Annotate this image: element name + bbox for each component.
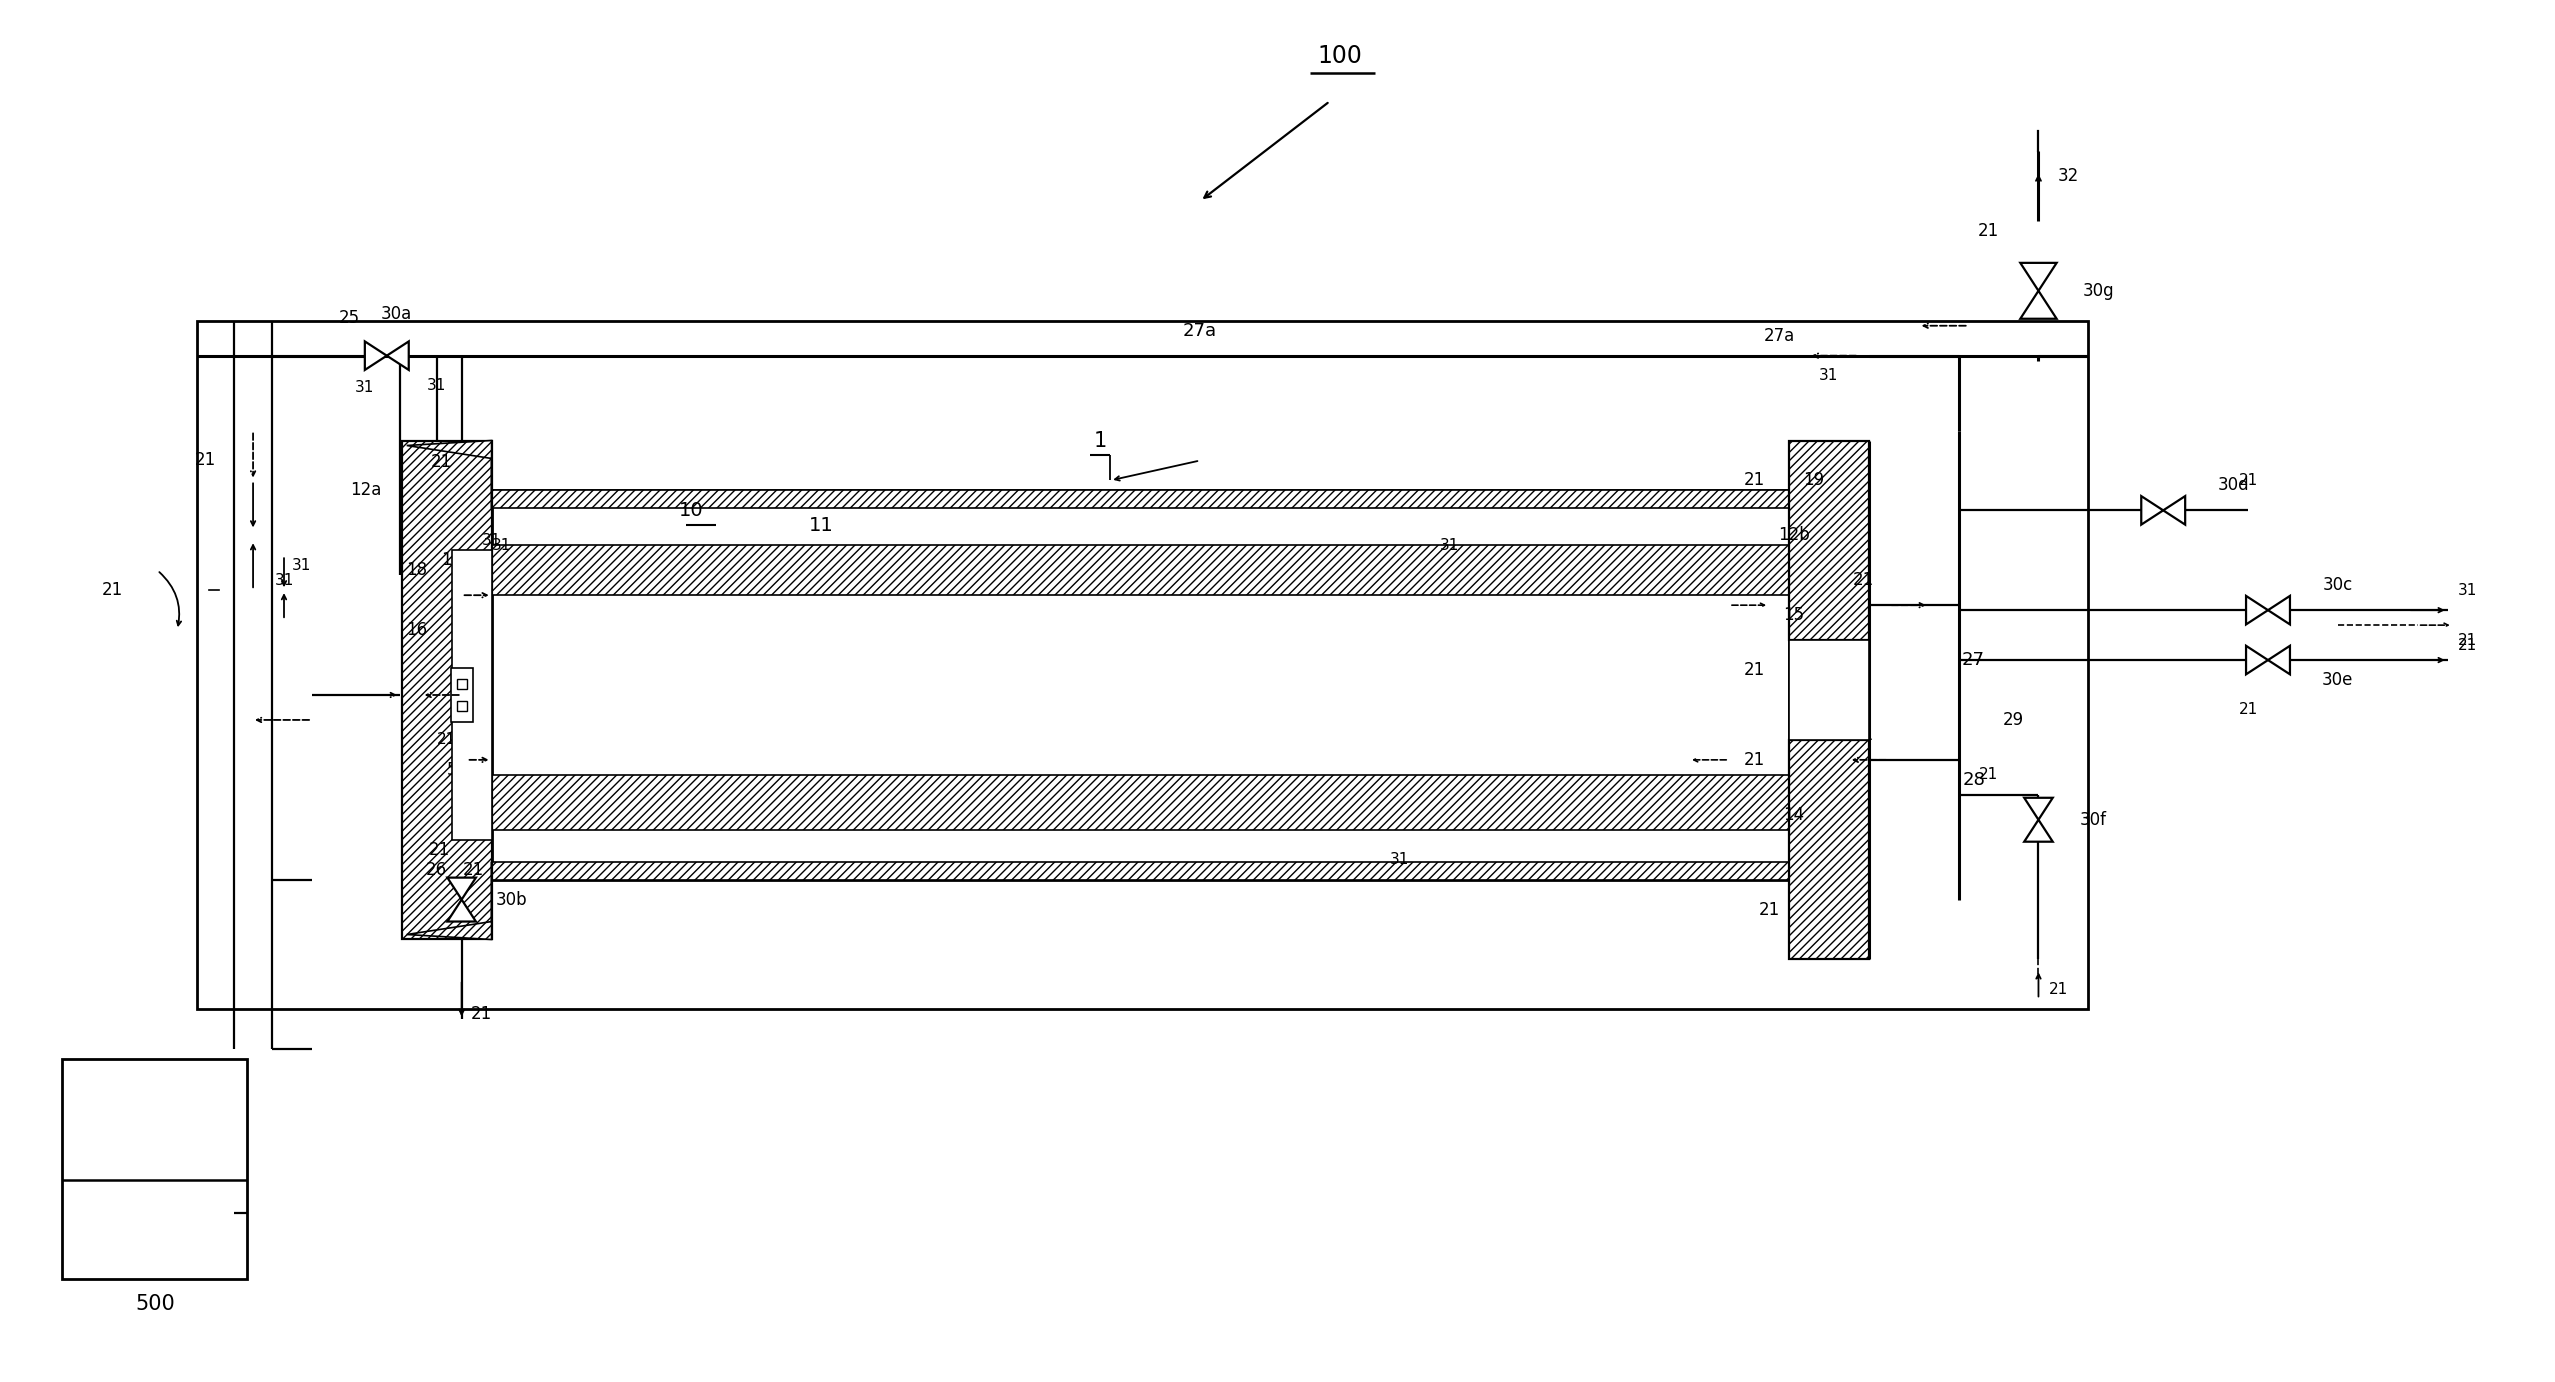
Text: 5: 5: [447, 761, 457, 779]
Text: 21: 21: [1743, 661, 1766, 679]
Text: 32: 32: [2057, 167, 2080, 185]
Polygon shape: [2021, 290, 2057, 319]
Text: 31: 31: [493, 538, 511, 553]
Text: 12b: 12b: [1778, 527, 1809, 545]
Text: 30f: 30f: [2080, 811, 2108, 829]
Text: 27: 27: [1962, 651, 1985, 669]
Text: 18: 18: [406, 561, 427, 579]
Bar: [491, 775, 1788, 829]
Text: 13: 13: [465, 706, 488, 724]
Polygon shape: [2164, 496, 2185, 525]
Text: 14: 14: [1783, 806, 1804, 824]
Text: 21: 21: [1852, 726, 1875, 744]
Text: 21: 21: [1978, 223, 1998, 240]
Text: 21: 21: [1743, 750, 1766, 768]
Text: 31: 31: [1819, 368, 1840, 383]
Text: 29: 29: [2003, 710, 2024, 728]
Text: 31: 31: [1390, 853, 1410, 867]
Text: 21: 21: [2458, 633, 2478, 648]
Text: 30c: 30c: [2322, 576, 2353, 594]
Polygon shape: [2269, 596, 2289, 625]
Bar: [491, 491, 1788, 879]
Polygon shape: [2024, 820, 2052, 842]
Text: 21: 21: [2238, 702, 2259, 717]
Bar: [1788, 640, 1868, 739]
Polygon shape: [2141, 496, 2164, 525]
Text: 30a: 30a: [381, 305, 411, 323]
Text: 31: 31: [483, 533, 501, 547]
Text: 100: 100: [1318, 44, 1362, 68]
Text: 21: 21: [194, 452, 217, 470]
Text: 21: 21: [437, 732, 457, 748]
Text: 21: 21: [432, 453, 452, 471]
Text: 31: 31: [273, 572, 294, 587]
Polygon shape: [447, 900, 475, 922]
Text: 31: 31: [2458, 583, 2478, 597]
Polygon shape: [2021, 263, 2057, 290]
Bar: [491, 546, 1788, 596]
Polygon shape: [2246, 596, 2269, 625]
Text: 17: 17: [442, 551, 462, 569]
Bar: [457, 701, 468, 710]
Text: 30b: 30b: [496, 890, 526, 908]
Text: 21: 21: [1852, 571, 1875, 589]
Polygon shape: [2024, 797, 2052, 820]
Text: 21: 21: [1743, 471, 1766, 489]
Text: 31: 31: [355, 380, 376, 395]
Text: 15: 15: [1783, 607, 1804, 625]
Text: 21: 21: [470, 1005, 493, 1023]
Text: 25: 25: [337, 308, 360, 326]
Text: 31: 31: [1441, 538, 1459, 553]
Text: 21: 21: [102, 582, 123, 600]
Text: 16: 16: [406, 621, 427, 638]
Bar: [450, 668, 473, 723]
Bar: [401, 441, 491, 940]
Text: 10: 10: [680, 500, 703, 520]
Bar: [452, 550, 491, 840]
Text: 1: 1: [1094, 431, 1106, 451]
Polygon shape: [2246, 645, 2269, 674]
Text: 11: 11: [807, 515, 833, 535]
Text: 30d: 30d: [2218, 477, 2248, 495]
Polygon shape: [406, 441, 491, 509]
Bar: [491, 861, 1788, 879]
Bar: [491, 491, 1788, 509]
Text: 12a: 12a: [350, 481, 381, 499]
Text: 21: 21: [1758, 901, 1781, 919]
Text: 21: 21: [2238, 473, 2259, 488]
Text: 21: 21: [429, 840, 450, 858]
Bar: [457, 679, 468, 690]
Polygon shape: [2269, 645, 2289, 674]
Text: 21: 21: [1980, 767, 1998, 782]
Bar: [197, 321, 2087, 1009]
Bar: [1788, 739, 1868, 959]
Text: 21: 21: [2458, 637, 2478, 652]
Bar: [1788, 441, 1868, 640]
Text: 30g: 30g: [2082, 282, 2113, 300]
Text: 19: 19: [1804, 471, 1824, 489]
Text: 26: 26: [427, 861, 447, 879]
Text: 21: 21: [2049, 981, 2067, 996]
Polygon shape: [365, 341, 386, 370]
Text: 21: 21: [462, 861, 485, 879]
Text: 27a: 27a: [1763, 326, 1794, 344]
Polygon shape: [386, 341, 409, 370]
Bar: [61, 1059, 248, 1278]
Polygon shape: [447, 878, 475, 900]
Text: 27a: 27a: [1183, 322, 1216, 340]
Text: 28: 28: [1962, 771, 1985, 789]
Text: 31: 31: [291, 558, 312, 572]
Text: 30e: 30e: [2322, 672, 2353, 690]
Text: 500: 500: [135, 1294, 174, 1314]
Polygon shape: [406, 861, 491, 940]
Text: 31: 31: [427, 379, 447, 392]
